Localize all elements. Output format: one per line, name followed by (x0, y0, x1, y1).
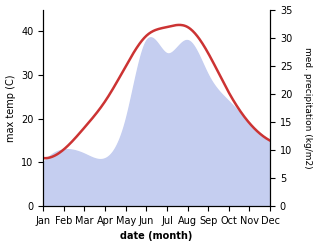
Y-axis label: med. precipitation (kg/m2): med. precipitation (kg/m2) (303, 47, 313, 169)
X-axis label: date (month): date (month) (121, 231, 193, 242)
Y-axis label: max temp (C): max temp (C) (5, 74, 16, 142)
